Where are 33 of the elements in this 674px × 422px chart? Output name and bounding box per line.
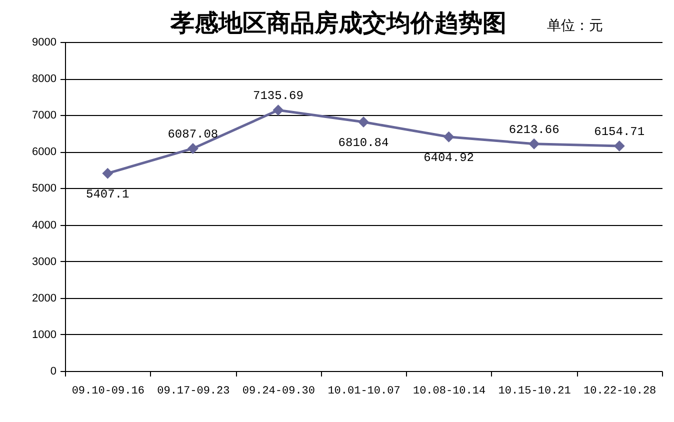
point	[272, 104, 284, 116]
x-tick-label: 09.17-09.23	[157, 386, 230, 398]
y-tick-label: 5000	[32, 182, 56, 195]
data-label: 7135.69	[253, 89, 304, 104]
point	[102, 168, 114, 179]
y-tick-label: 1000	[32, 328, 56, 341]
data-label: 6213.66	[508, 122, 560, 137]
y-tick-label: 4000	[32, 219, 56, 232]
chart-title: 孝感地区商品房成交均价趋势图	[170, 10, 506, 37]
y-tick-label: 8000	[32, 73, 56, 86]
y-tick-label: 0	[50, 366, 56, 378]
point	[358, 116, 369, 128]
x-tick-label: 09.24-09.30	[242, 386, 316, 398]
y-tick-label: 6000	[32, 146, 56, 158]
data-label: 6404.92	[424, 150, 474, 165]
x-tick-label: 10.01-10.07	[328, 386, 400, 398]
data-label: 5407.1	[86, 187, 130, 202]
x-tick-label: 10.15-10.21	[498, 386, 572, 398]
data-label: 6810.84	[338, 136, 389, 150]
point	[528, 138, 540, 150]
point	[187, 143, 198, 154]
y-tick-label: 3000	[32, 256, 56, 268]
x-tick-label: 10.22-10.28	[584, 386, 656, 398]
text: 单位：元	[547, 17, 603, 33]
y-tick-label: 7000	[32, 110, 56, 122]
data-label: 6154.71	[594, 125, 645, 140]
x-tick-label: 10.08-10.14	[412, 386, 486, 398]
y-tick-label: 9000	[32, 36, 56, 48]
point	[443, 131, 454, 142]
point	[614, 140, 625, 152]
y-tick-label: 2000	[32, 292, 56, 304]
data-label: 6087.08	[168, 127, 218, 142]
x-tick-label: 09.10-09.16	[72, 386, 144, 398]
